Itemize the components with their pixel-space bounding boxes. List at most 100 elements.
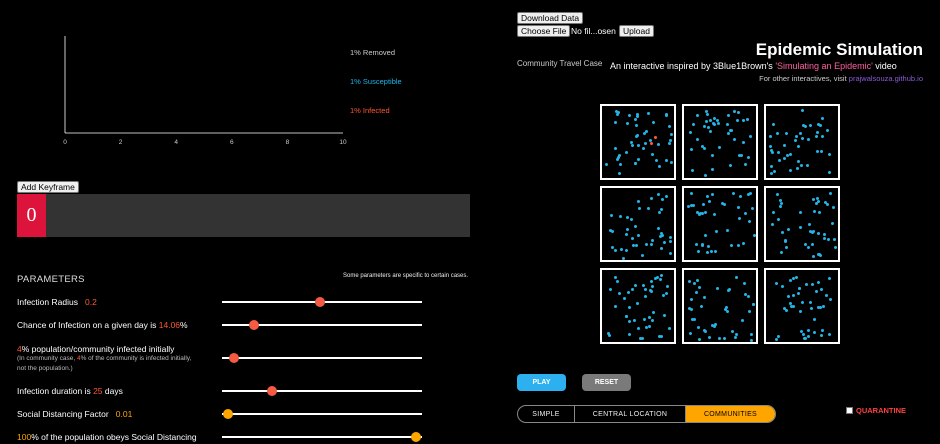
add-keyframe-button[interactable]: Add Keyframe	[17, 181, 79, 193]
social-distancing-value: 0.01	[115, 409, 133, 419]
distancing-obey-slider-thumb[interactable]	[411, 432, 421, 442]
keyframe-marker[interactable]: 0	[17, 194, 46, 237]
particle	[726, 228, 730, 232]
infection-chance-slider[interactable]	[222, 320, 422, 330]
particle	[638, 206, 642, 210]
particle	[776, 131, 780, 135]
community-cell	[764, 104, 840, 180]
download-data-button[interactable]: Download Data	[517, 12, 584, 24]
particle	[650, 239, 654, 243]
particle	[726, 289, 730, 293]
particle	[813, 209, 817, 213]
particle	[631, 143, 635, 147]
particle	[773, 169, 777, 173]
particle	[771, 150, 775, 154]
community-cell	[682, 268, 758, 344]
particle	[626, 227, 630, 231]
quarantine-checkbox[interactable]	[846, 407, 853, 414]
particle	[629, 218, 633, 222]
particle	[689, 191, 693, 195]
infection-duration-slider[interactable]	[222, 386, 422, 396]
infection-duration-value: 25	[93, 386, 103, 396]
initial-infected-label: 4% population/community infected initial…	[17, 344, 174, 354]
particle	[818, 123, 822, 127]
legend-entry: 1% Removed	[350, 48, 395, 57]
choose-file-button[interactable]: Choose File	[517, 25, 571, 37]
particle	[770, 148, 774, 152]
reset-button[interactable]: RESET	[582, 374, 631, 391]
particle	[806, 163, 810, 167]
tab-communities[interactable]: COMMUNITIES	[685, 406, 775, 422]
particle	[668, 239, 672, 243]
particle	[828, 170, 832, 174]
particle	[644, 129, 648, 133]
particle	[697, 338, 701, 342]
particle	[630, 140, 634, 144]
particle	[690, 308, 694, 312]
particle	[703, 210, 707, 214]
particle	[636, 200, 640, 204]
particle	[659, 232, 663, 236]
particle	[691, 318, 695, 322]
particle	[631, 237, 635, 240]
tab-central-location[interactable]: CENTRAL LOCATION	[574, 406, 685, 422]
particle	[736, 243, 740, 247]
particle	[705, 250, 709, 254]
particle	[689, 131, 693, 135]
particle	[689, 147, 693, 151]
video-link[interactable]: 'Simulating an Epidemic'	[775, 61, 873, 71]
particle	[828, 277, 832, 281]
initial-infected-slider-thumb[interactable]	[229, 353, 239, 363]
particle	[700, 212, 704, 215]
particle	[749, 135, 753, 139]
particle	[696, 326, 700, 330]
infection-radius-slider-thumb[interactable]	[315, 297, 325, 307]
particle	[646, 206, 650, 210]
particle	[695, 243, 699, 247]
particle	[736, 111, 740, 115]
infection-duration-slider-thumb[interactable]	[267, 386, 277, 396]
distancing-obey-slider[interactable]	[222, 432, 422, 442]
particle	[817, 280, 821, 284]
particle	[725, 309, 729, 313]
particle	[605, 163, 609, 167]
legend-entry: 1% Infected	[350, 106, 390, 115]
infection-chance-slider-thumb[interactable]	[249, 320, 259, 330]
particle	[722, 203, 726, 207]
particle	[662, 241, 666, 245]
legend-entry: 1% Susceptible	[350, 77, 402, 86]
note-text: % of the community is infected initially…	[80, 355, 192, 362]
particle	[831, 206, 835, 210]
tab-simple[interactable]: SIMPLE	[532, 410, 560, 418]
param-label-text: Infection Radius	[17, 297, 78, 307]
social-distancing-slider-thumb[interactable]	[223, 409, 233, 419]
particle	[704, 174, 708, 178]
particle	[740, 319, 744, 323]
particle	[661, 197, 665, 201]
particle	[625, 150, 629, 154]
particle	[819, 305, 823, 309]
infection-radius-slider[interactable]	[222, 297, 422, 307]
upload-button[interactable]: Upload	[619, 25, 654, 37]
social-distancing-slider[interactable]	[222, 409, 422, 419]
particle	[661, 234, 665, 238]
quarantine-label: QUARANTINE	[856, 406, 906, 415]
particle	[775, 337, 779, 341]
particle	[713, 117, 717, 121]
website-link[interactable]: prajwalsouza.github.io	[848, 74, 923, 83]
particle	[698, 211, 702, 215]
particle	[786, 153, 790, 157]
keyframe-timeline[interactable]: 0	[17, 194, 470, 237]
particle	[710, 324, 714, 328]
initial-infected-value: 4	[17, 344, 22, 354]
particle	[749, 191, 753, 195]
particle	[824, 201, 828, 205]
initial-infected-slider[interactable]	[222, 353, 422, 363]
particle	[666, 285, 670, 289]
particle	[790, 304, 794, 308]
particle	[636, 113, 640, 117]
particle	[696, 279, 700, 283]
play-button[interactable]: PLAY	[517, 374, 566, 391]
x-tick-label: 6	[230, 139, 234, 146]
particle	[827, 152, 831, 156]
